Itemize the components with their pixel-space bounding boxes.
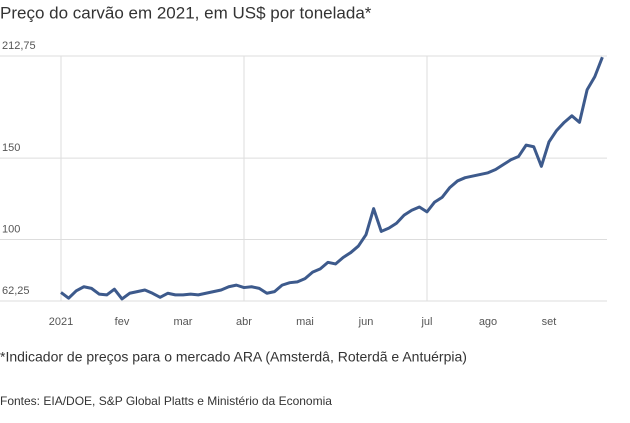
x-tick-label: mai	[296, 316, 314, 328]
x-tick-label: jul	[420, 316, 432, 328]
y-tick-label: 150	[2, 142, 20, 154]
x-tick-label: ago	[479, 316, 497, 328]
y-tick-label: 212,75	[2, 40, 36, 52]
line	[60, 56, 604, 301]
note: *Indicador de preços para o mercado ARA …	[0, 349, 467, 365]
x-tick-label: jun	[358, 316, 374, 328]
x-tick-label: abr	[236, 316, 252, 328]
x-tick-label: 2021	[49, 316, 73, 328]
x-tick-label: fev	[115, 316, 130, 328]
x-tick-label: mar	[174, 316, 193, 328]
y-tick-label: 62,25	[2, 285, 30, 297]
x-tick-label: set	[542, 316, 557, 328]
chart-title: Preço do carvão em 2021, em US$ por tone…	[0, 3, 372, 22]
y-tick-label: 100	[2, 223, 20, 235]
source: Fontes: EIA/DOE, S&P Global Platts e Min…	[0, 394, 332, 408]
